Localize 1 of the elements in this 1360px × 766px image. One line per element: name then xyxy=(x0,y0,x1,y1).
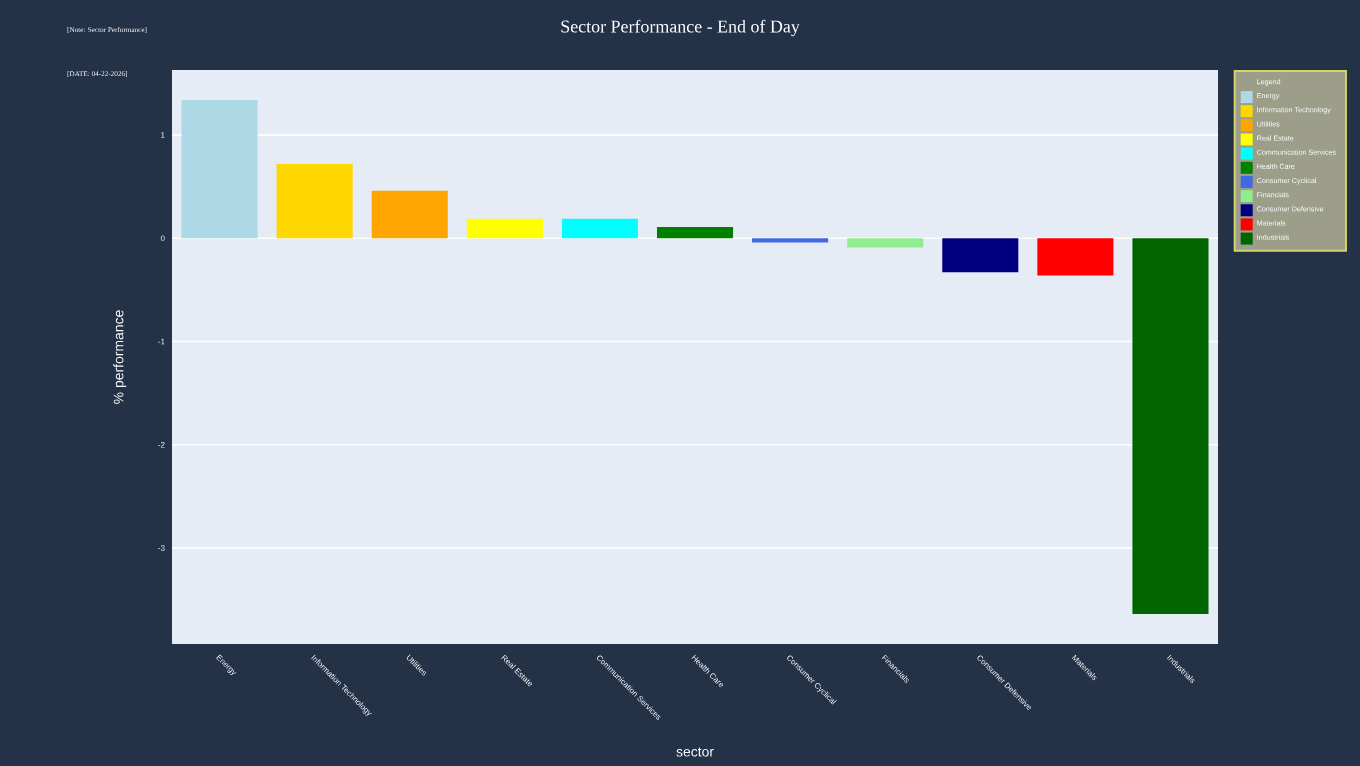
chart-title: Sector Performance - End of Day xyxy=(561,19,800,37)
